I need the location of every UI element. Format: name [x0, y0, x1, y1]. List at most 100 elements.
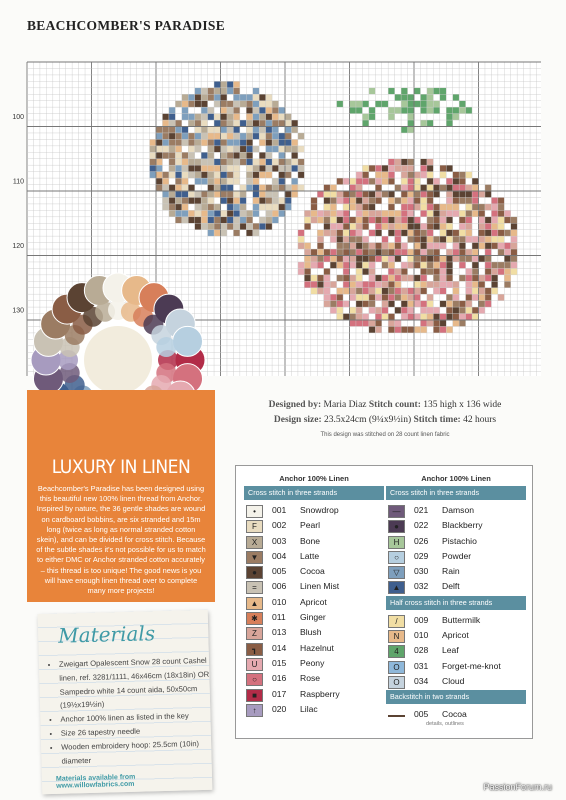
pattern-cell [220, 132, 227, 140]
pattern-cell [388, 313, 395, 320]
pattern-cell [426, 242, 434, 250]
pattern-cell [362, 191, 369, 198]
pattern-cell [407, 216, 414, 224]
pattern-cell [297, 132, 305, 140]
pattern-cell [297, 229, 305, 237]
pattern-cell [362, 236, 369, 243]
pattern-cell [355, 242, 363, 250]
pattern-cell [162, 145, 169, 153]
pattern-cell [181, 216, 189, 224]
pattern-cell [188, 216, 195, 224]
pattern-cell [310, 255, 318, 262]
pattern-cell [355, 313, 363, 320]
pattern-cell [265, 223, 273, 230]
pattern-cell [426, 94, 434, 101]
pattern-cell [162, 171, 169, 179]
key-row: ▽ 030 Rain [386, 565, 526, 580]
pattern-cell [497, 229, 505, 237]
pattern-cell [381, 210, 389, 217]
pattern-cell [194, 100, 202, 108]
pattern-cell [368, 87, 376, 95]
pattern-cell [484, 261, 492, 269]
pattern-cell [388, 249, 395, 256]
pattern-cell [439, 216, 447, 224]
pattern-cell [349, 184, 356, 191]
pattern-cell [420, 171, 427, 179]
materials-item: Wooden embroidery hoop: 25.5cm (10in) di… [61, 736, 214, 768]
pattern-cell [401, 216, 408, 224]
pattern-cell [439, 203, 447, 211]
pattern-cell [452, 287, 460, 295]
pattern-cell [452, 313, 460, 320]
pattern-cell [407, 100, 414, 108]
pattern-cell [233, 107, 240, 114]
pattern-cell [368, 300, 376, 308]
pattern-cell [459, 249, 466, 256]
pattern-cell [401, 87, 408, 95]
pattern-cell [497, 294, 505, 301]
pattern-cell [459, 320, 466, 327]
pattern-cell [168, 126, 176, 133]
key-row: H 026 Pistachio [386, 535, 526, 550]
pattern-cell [239, 152, 247, 159]
pattern-cell [207, 184, 215, 191]
pattern-cell [401, 229, 408, 237]
pattern-cell [272, 100, 279, 108]
pattern-cell [407, 261, 414, 269]
pattern-cell [426, 120, 434, 127]
pattern-cell [394, 242, 402, 250]
pattern-cell [375, 307, 382, 314]
pattern-cell [343, 191, 350, 198]
pattern-cell [246, 126, 253, 133]
pattern-cell [375, 171, 382, 179]
pattern-cell [478, 203, 485, 211]
pattern-cell [336, 287, 344, 295]
pattern-cell [252, 210, 260, 217]
pattern-cell [407, 184, 414, 191]
pattern-cell [297, 158, 305, 166]
pattern-cell [414, 287, 421, 295]
pattern-cell [381, 171, 389, 179]
pattern-cell [214, 120, 221, 127]
pattern-cell [175, 197, 182, 204]
pattern-cell [368, 287, 376, 295]
pattern-cell [491, 216, 498, 224]
key-row: ✱ 011 Ginger [244, 611, 384, 626]
pattern-cell [246, 152, 253, 159]
pattern-cell [265, 210, 273, 217]
pattern-cell [278, 178, 285, 185]
pattern-cell [446, 281, 453, 288]
pattern-cell [510, 216, 518, 224]
pattern-cell [336, 255, 344, 262]
pattern-cell [510, 261, 518, 269]
pattern-cell [349, 229, 356, 237]
pattern-cell [323, 184, 331, 191]
pattern-cell [310, 287, 318, 295]
pattern-cell [220, 94, 227, 101]
pattern-cell [439, 300, 447, 308]
pattern-cell [214, 216, 221, 224]
pattern-cell [375, 210, 382, 217]
pattern-cell [336, 261, 344, 269]
pattern-cell [439, 236, 447, 243]
pattern-cell [207, 229, 215, 237]
key-header: Anchor 100% Linen [279, 474, 349, 483]
pattern-cell [194, 158, 202, 166]
pattern-cell [246, 178, 253, 185]
pattern-cell [388, 158, 395, 166]
pattern-cell [304, 268, 311, 275]
pattern-cell [188, 132, 195, 140]
pattern-cell [401, 94, 408, 101]
pattern-cell [291, 152, 298, 159]
pattern-cell [349, 307, 356, 314]
pattern-cell [156, 184, 163, 191]
pattern-cell [246, 107, 253, 114]
pattern-cell [394, 216, 402, 224]
pattern-cell [484, 255, 492, 262]
pattern-cell [420, 158, 427, 166]
pattern-cell [201, 120, 208, 127]
pattern-cell [394, 236, 402, 243]
pattern-cell [355, 287, 363, 295]
pattern-cell [226, 223, 234, 230]
pattern-cell [239, 203, 247, 211]
